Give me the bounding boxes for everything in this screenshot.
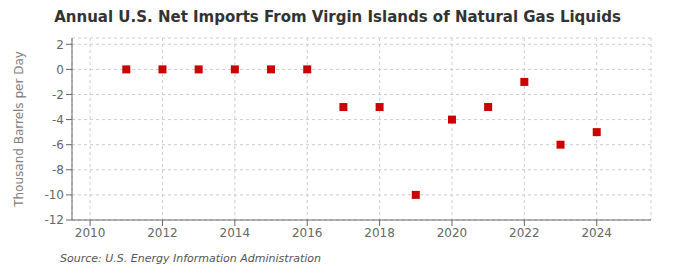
svg-text:Thousand Barrels per Day: Thousand Barrels per Day: [12, 51, 26, 208]
svg-text:2024: 2024: [581, 226, 612, 240]
svg-text:-6: -6: [52, 138, 64, 152]
svg-text:2: 2: [56, 38, 64, 52]
svg-text:-2: -2: [52, 88, 64, 102]
svg-text:-12: -12: [44, 213, 64, 227]
svg-text:-8: -8: [52, 163, 64, 177]
svg-text:2018: 2018: [364, 226, 395, 240]
svg-text:2016: 2016: [292, 226, 323, 240]
svg-text:-10: -10: [44, 188, 64, 202]
svg-text:-4: -4: [52, 113, 64, 127]
svg-text:2014: 2014: [220, 226, 251, 240]
svg-text:2012: 2012: [147, 226, 178, 240]
svg-text:2010: 2010: [75, 226, 106, 240]
html-text:Source: U.S. Energy Informatio: Source: U.S. Energy Information Administ…: [60, 252, 321, 265]
svg-text:2022: 2022: [509, 226, 540, 240]
svg-text:2020: 2020: [437, 226, 468, 240]
svg-text:0: 0: [56, 63, 64, 77]
html-text:Annual U.S. Net Imports From V: Annual U.S. Net Imports From Virgin Isla…: [54, 8, 621, 26]
